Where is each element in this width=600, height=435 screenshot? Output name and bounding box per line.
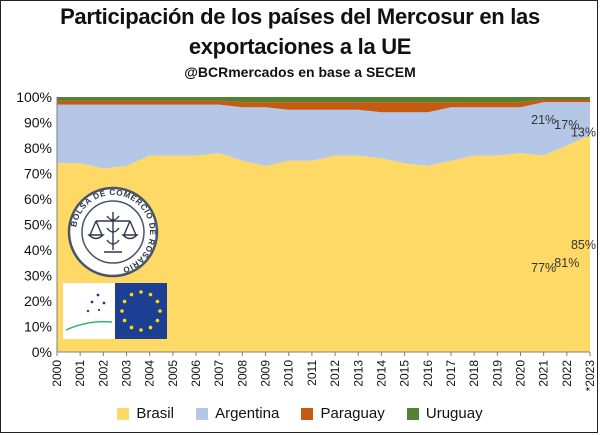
data-label-brasil: 77% [531,261,556,275]
mercosur-arc [65,320,113,331]
x-tick-label: 2014 [374,360,388,387]
x-tick-label: 2017 [444,360,458,387]
eu-star [155,318,160,323]
eu-stars [120,290,162,332]
data-label-argentina: 17% [554,118,579,132]
legend-item-argentina: Argentina [196,405,279,422]
data-label-brasil: 85% [571,238,596,252]
eu-star [139,290,143,294]
y-tick-label: 80% [24,140,52,156]
mercosur-eu-flags [63,283,167,339]
legend-item-brasil: Brasil [117,405,174,422]
eu-star [129,292,134,297]
chart-title-line-2: exportaciones a la UE [188,34,412,59]
x-tick-label: 2021 [537,360,551,387]
eu-star [155,299,160,304]
x-tick-label: 2016 [421,360,435,387]
area-series-argentina [57,102,590,169]
x-tick-label: 2011 [305,360,319,386]
eu-star [129,325,134,330]
chart-subtitle: @BCRmercados en base a SECEM [184,64,416,80]
eu-star [122,299,127,304]
chart-title-line-1: Participación de los países del Mercosur… [60,4,540,29]
area-layer [57,97,590,352]
y-tick-label: 10% [24,319,52,335]
area-series-paraguay [57,99,590,113]
legend-swatch-uruguay [406,407,419,420]
x-tick-label: 2007 [212,360,226,387]
legend-label-argentina: Argentina [215,405,280,422]
x-axis: 2000 2001 2002 2003 2004 2005 2006 2007 2008 2009… [50,351,597,392]
mercosur-stars [86,293,106,313]
x-tick-label: 2004 [143,360,157,387]
y-tick-label: 90% [24,115,52,131]
x-tick-label: 2010 [282,360,296,387]
y-tick-label: 60% [24,191,52,207]
x-tick-label: 2005 [166,360,180,387]
legend: Brasil Argentina Paraguay Uruguay [0,405,600,424]
scales-icon [87,212,139,253]
x-tick-label: 2003 [120,360,134,387]
eu-star [122,318,127,323]
data-label-argentina: 13% [571,126,596,140]
y-tick-label: 20% [24,293,52,309]
y-tick-label: 30% [24,268,52,284]
x-tick-label: 2019 [490,360,504,387]
x-tick-label: 2009 [259,360,273,387]
x-tick-label: 2018 [467,360,481,387]
x-tick-label: 2012 [328,360,342,387]
legend-label-brasil: Brasil [136,405,174,422]
eu-star [139,328,143,332]
legend-item-uruguay: Uruguay [406,405,483,422]
legend-label-paraguay: Paraguay [320,405,385,422]
data-label-brasil: 81% [554,256,579,270]
y-tick-label: 100% [16,89,52,105]
eu-star [158,309,162,313]
x-tick-label: 2002 [96,360,110,387]
legend-swatch-argentina [196,407,209,420]
y-tick-label: 40% [24,242,52,258]
x-tick-label: 2001 [73,360,87,387]
x-tick-label: 2000 [50,360,64,387]
x-tick-label: 2020 [513,360,527,387]
x-tick-label: *2023 [583,360,597,392]
eu-star [120,309,124,313]
area-series-uruguay [57,97,590,103]
bcr-seal-logo: BOLSA DE COMERCIO DE ROSARIO [67,186,159,278]
data-label-argentina: 21% [531,113,556,127]
x-tick-label: 2013 [351,360,365,387]
y-axis: 0% 10% 20% 30% 40% 50% 60% 70% 80% 90% 100% [16,89,58,360]
y-tick-label: 70% [24,166,52,182]
x-tick-label: 2006 [189,360,203,387]
legend-swatch-paraguay [301,407,314,420]
x-tick-label: 2022 [560,360,574,387]
data-labels: 77%81% 85% 21%17%13% [531,113,596,275]
legend-item-paraguay: Paraguay [301,405,385,422]
x-tick-label: 2015 [398,360,412,387]
eu-star [148,292,153,297]
y-tick-label: 0% [32,344,52,360]
area-series-brasil [57,135,590,352]
x-tick-label: 2008 [235,360,249,387]
legend-swatch-brasil [117,407,130,420]
legend-label-uruguay: Uruguay [425,405,483,422]
y-tick-label: 50% [24,217,52,233]
eu-star [148,325,153,330]
